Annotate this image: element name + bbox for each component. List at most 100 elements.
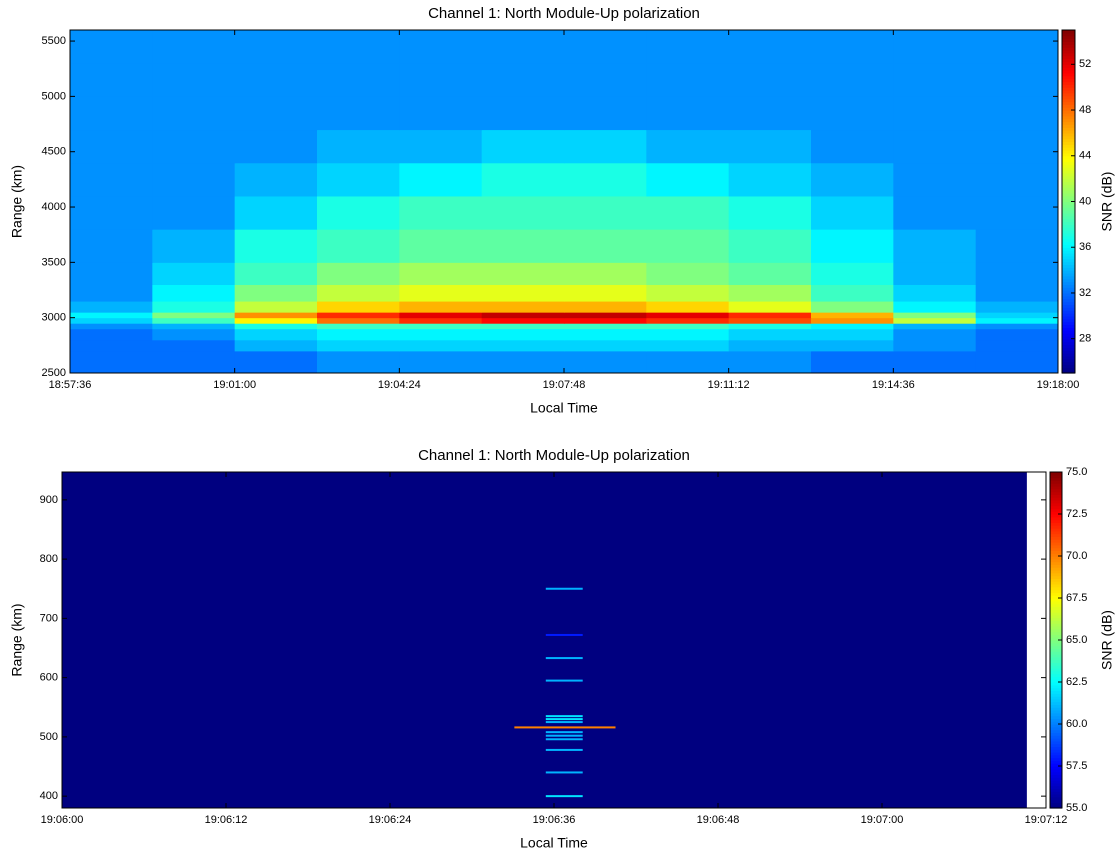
- heatmap-cell: [481, 195, 565, 230]
- heatmap-cell: [811, 30, 894, 64]
- heatmap-cell: [399, 262, 483, 285]
- colorbar-tick-label: 32: [1079, 287, 1091, 299]
- colorbar-step: [1062, 310, 1075, 314]
- colorbar-step: [1062, 275, 1075, 280]
- colorbar-step: [1062, 261, 1075, 265]
- colorbar-label: SNR (dB): [1099, 172, 1115, 232]
- heatmap-cell: [234, 262, 318, 285]
- colorbar-step: [1062, 304, 1075, 308]
- colorbar-step: [1050, 693, 1062, 697]
- heatmap-cell: [234, 229, 318, 263]
- colorbar-step: [1062, 341, 1075, 346]
- colorbar-step: [1050, 533, 1062, 537]
- colorbar-step: [1050, 662, 1062, 666]
- x-tick-label: 19:06:24: [369, 814, 412, 826]
- heatmap-cell: [975, 339, 1059, 352]
- heatmap-cell: [975, 63, 1059, 97]
- colorbar-step: [1050, 567, 1062, 571]
- heatmap-cell: [399, 162, 483, 197]
- colorbar-step: [1062, 272, 1075, 277]
- heatmap-cell: [481, 328, 565, 341]
- colorbar-step: [1050, 743, 1062, 747]
- colorbar-step: [1062, 92, 1075, 97]
- colorbar-step: [1062, 327, 1075, 331]
- heatmap-cell: [728, 262, 812, 285]
- heatmap-cell: [152, 317, 236, 324]
- colorbar-step: [1050, 514, 1062, 518]
- heatmap-cell: [399, 129, 483, 164]
- colorbar-step: [1062, 204, 1075, 208]
- colorbar-step: [1062, 235, 1075, 240]
- colorbar-step: [1050, 771, 1062, 775]
- heatmap-cell: [893, 317, 977, 324]
- heatmap-cell: [317, 30, 400, 64]
- chart-title: Channel 1: North Module-Up polarization: [428, 5, 700, 22]
- heatmap-cell: [646, 30, 730, 64]
- colorbar-step: [1050, 788, 1062, 792]
- heatmap-cell: [893, 30, 977, 64]
- heatmap-cell: [646, 129, 730, 164]
- heatmap-cell: [975, 96, 1059, 131]
- heatmap-cell: [70, 312, 153, 319]
- colorbar-step: [1050, 740, 1062, 745]
- colorbar-step: [1062, 78, 1075, 83]
- colorbar-step: [1062, 187, 1075, 191]
- x-tick-label: 19:06:36: [533, 814, 576, 826]
- heatmap-cell: [564, 339, 647, 352]
- heatmap-cell: [564, 262, 647, 285]
- colorbar-step: [1050, 612, 1062, 616]
- colorbar-step: [1050, 556, 1062, 560]
- colorbar-tick-label: 75.0: [1066, 466, 1087, 478]
- x-tick-label: 19:06:00: [41, 814, 84, 826]
- colorbar-step: [1062, 107, 1075, 111]
- y-axis-label: Range (km): [9, 603, 25, 676]
- colorbar-step: [1050, 634, 1062, 638]
- colorbar-step: [1050, 488, 1062, 493]
- colorbar-step: [1062, 132, 1075, 137]
- heatmap-cell: [975, 129, 1059, 164]
- colorbar-step: [1050, 746, 1062, 750]
- heatmap-cell: [70, 229, 153, 263]
- colorbar-step: [1062, 355, 1075, 360]
- x-tick-label: 19:07:12: [1025, 814, 1068, 826]
- colorbar-step: [1050, 673, 1062, 677]
- heatmap-cell: [975, 301, 1059, 313]
- colorbar-step: [1062, 278, 1075, 283]
- heatmap-cell: [70, 129, 153, 164]
- colorbar-step: [1062, 64, 1075, 68]
- x-tick-label: 19:07:48: [543, 379, 586, 391]
- colorbar-step: [1050, 782, 1062, 787]
- colorbar-step: [1050, 474, 1062, 479]
- heatmap-cell: [317, 229, 400, 263]
- colorbar-step: [1062, 344, 1075, 348]
- colorbar-step: [1050, 472, 1062, 476]
- heatmap-cell: [70, 301, 153, 313]
- colorbar-step: [1050, 564, 1062, 568]
- heatmap-cell: [234, 328, 318, 341]
- colorbar-step: [1050, 592, 1062, 596]
- colorbar-step: [1062, 130, 1075, 134]
- heatmap-cell: [564, 129, 647, 164]
- colorbar-tick-label: 67.5: [1066, 592, 1087, 604]
- heatmap-cell: [564, 229, 647, 263]
- y-tick-label: 4500: [42, 146, 66, 158]
- colorbar-step: [1062, 190, 1075, 194]
- colorbar-step: [1062, 70, 1075, 74]
- colorbar-step: [1050, 539, 1062, 543]
- heatmap-cell: [70, 339, 153, 352]
- streak: [545, 731, 583, 734]
- colorbar-step: [1050, 626, 1062, 630]
- heatmap-cell: [234, 162, 318, 197]
- colorbar-step: [1050, 598, 1062, 602]
- colorbar-step: [1050, 656, 1062, 661]
- heatmap-cell: [564, 323, 647, 330]
- heatmap-cell: [481, 323, 565, 330]
- heatmap-cell: [811, 162, 894, 197]
- heatmap-cell: [399, 284, 483, 302]
- colorbar-step: [1062, 232, 1075, 237]
- colorbar-step: [1050, 721, 1062, 725]
- colorbar-step: [1050, 483, 1062, 487]
- colorbar-step: [1062, 215, 1075, 220]
- colorbar-step: [1062, 330, 1075, 334]
- heatmap-cell: [646, 284, 730, 302]
